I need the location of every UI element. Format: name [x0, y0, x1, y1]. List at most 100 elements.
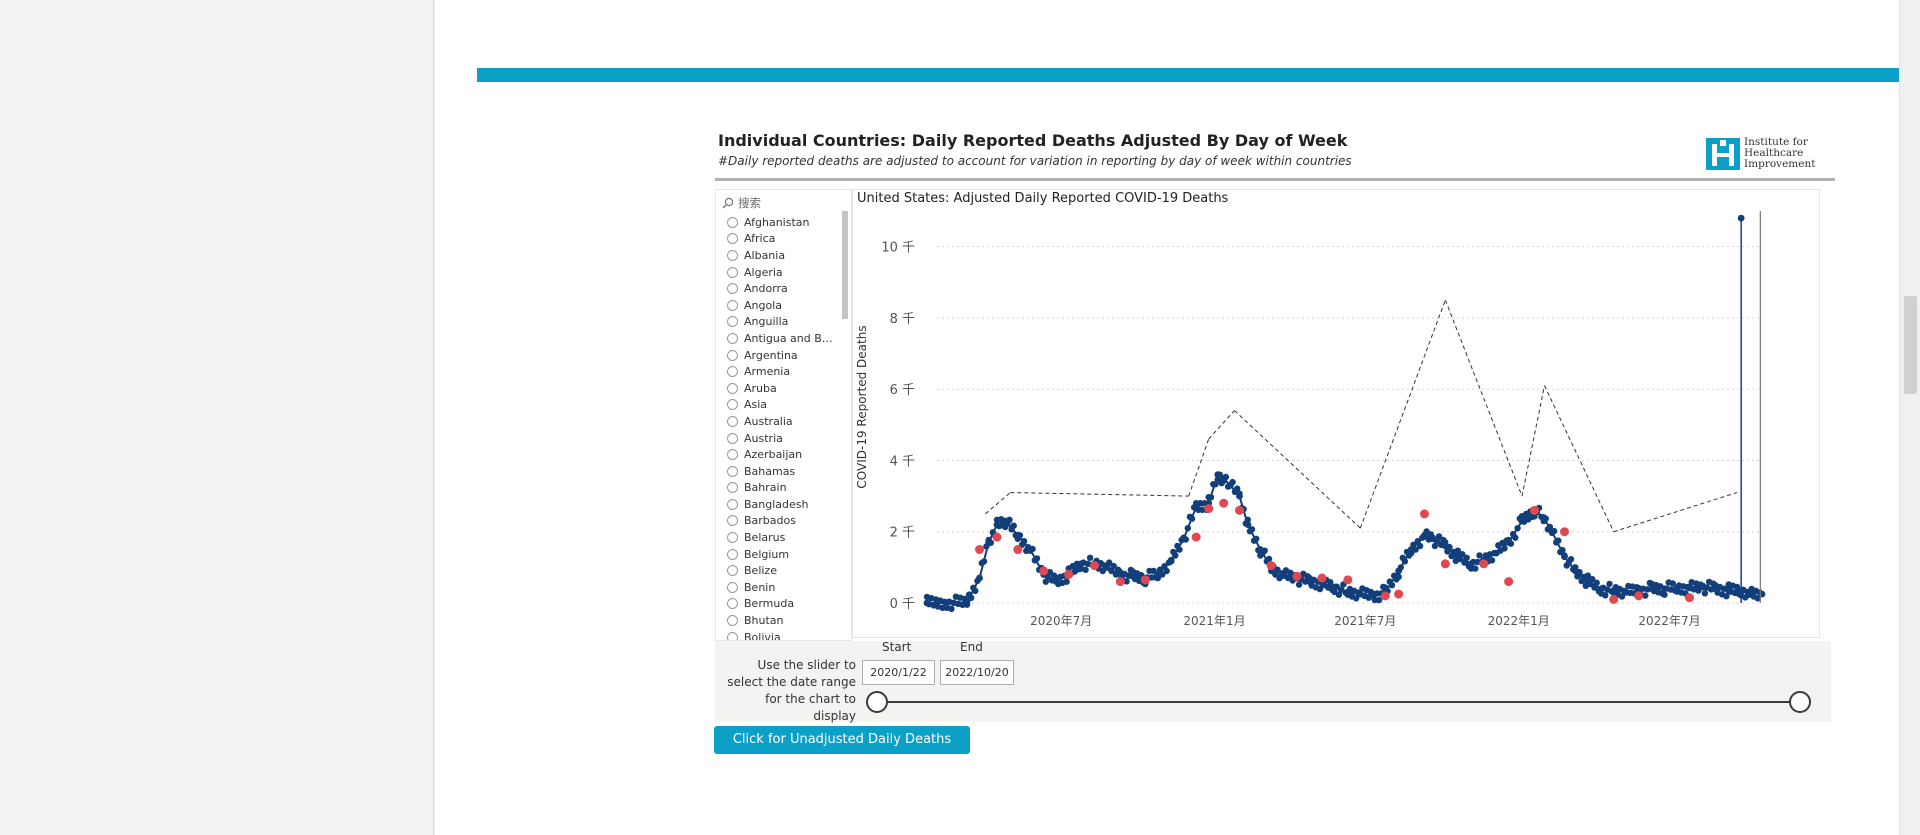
slicer-item-label: Barbados: [744, 514, 796, 528]
slicer-item[interactable]: Argentina: [727, 347, 839, 364]
radio-icon[interactable]: [727, 465, 738, 477]
slicer-item[interactable]: Bolivia: [727, 629, 839, 640]
radio-icon[interactable]: [727, 382, 738, 394]
date-slider-track[interactable]: [876, 701, 1800, 703]
data-point: [1401, 558, 1409, 565]
x-tick-label: 2021年1月: [1183, 614, 1245, 628]
page-scrollbar-thumb[interactable]: [1904, 296, 1917, 394]
slicer-item[interactable]: Antigua and Barb...: [727, 330, 839, 347]
slicer-item[interactable]: Algeria: [727, 264, 839, 281]
slicer-item[interactable]: Belgium: [727, 546, 839, 563]
data-point: [1597, 585, 1605, 593]
data-point: [1661, 585, 1668, 593]
slicer-item[interactable]: Albania: [727, 247, 839, 264]
slicer-item[interactable]: Afghanistan: [727, 214, 839, 231]
radio-icon[interactable]: [727, 631, 738, 640]
highlight-point: [992, 532, 1002, 542]
highlight-point: [1634, 591, 1644, 601]
slicer-item[interactable]: Andorra: [727, 280, 839, 297]
slicer-item[interactable]: Armenia: [727, 363, 839, 380]
data-point: [1123, 578, 1130, 585]
radio-icon[interactable]: [727, 515, 738, 527]
radio-icon[interactable]: [727, 349, 738, 361]
data-point: [1184, 525, 1191, 532]
data-point: [1369, 592, 1377, 600]
radio-icon[interactable]: [727, 532, 738, 544]
data-point: [1335, 591, 1343, 598]
data-point: [1103, 563, 1111, 571]
data-point: [1180, 535, 1188, 543]
data-point: [1669, 580, 1676, 587]
data-point: [948, 605, 955, 612]
radio-icon[interactable]: [727, 498, 738, 510]
radio-icon[interactable]: [727, 415, 738, 427]
slicer-item[interactable]: Anguilla: [727, 314, 839, 331]
data-point: [1026, 546, 1034, 553]
slicer-item[interactable]: Azerbaijan: [727, 446, 839, 463]
data-point: [1476, 552, 1483, 559]
radio-icon[interactable]: [727, 233, 738, 245]
slider-help-text: Use the slider to select the date range …: [727, 658, 856, 723]
radio-icon[interactable]: [727, 432, 738, 444]
data-point: [1584, 572, 1591, 579]
data-point: [1033, 555, 1041, 562]
highlight-point: [1140, 575, 1150, 585]
slicer-item[interactable]: Bahrain: [727, 480, 839, 497]
slicer-item[interactable]: Bahamas: [727, 463, 839, 480]
ihi-logo-mark-icon: [1706, 138, 1740, 170]
slicer-item[interactable]: Belize: [727, 562, 839, 579]
country-slicer[interactable]: 搜索 Afghanistan Africa Albania Algeria Andorr…: [715, 189, 852, 641]
slicer-item[interactable]: Africa: [727, 231, 839, 248]
radio-icon[interactable]: [727, 266, 738, 278]
slicer-item[interactable]: Angola: [727, 297, 839, 314]
slicer-item[interactable]: Bhutan: [727, 612, 839, 629]
data-point: [1618, 593, 1626, 600]
slider-handle-start[interactable]: [866, 691, 888, 713]
radio-icon[interactable]: [727, 482, 738, 494]
data-point: [1172, 552, 1179, 559]
slicer-item[interactable]: Aruba: [727, 380, 839, 397]
slicer-item[interactable]: Benin: [727, 579, 839, 596]
radio-icon[interactable]: [727, 399, 738, 411]
radio-icon[interactable]: [727, 548, 738, 560]
unadjusted-deaths-button[interactable]: Click for Unadjusted Daily Deaths: [714, 726, 970, 754]
data-point: [1353, 595, 1360, 602]
slicer-item-label: Australia: [744, 414, 793, 428]
slicer-item[interactable]: Asia: [727, 397, 839, 414]
radio-icon[interactable]: [727, 615, 738, 627]
slicer-search[interactable]: 搜索: [722, 194, 840, 211]
slicer-search-input[interactable]: 搜索: [738, 195, 761, 210]
radio-icon[interactable]: [727, 316, 738, 328]
data-point: [1046, 568, 1054, 576]
radio-icon[interactable]: [727, 216, 738, 228]
slicer-item[interactable]: Belarus: [727, 529, 839, 546]
slicer-item[interactable]: Australia: [727, 413, 839, 430]
radio-icon[interactable]: [727, 366, 738, 378]
slicer-item[interactable]: Austria: [727, 430, 839, 447]
slicer-item[interactable]: Barbados: [727, 513, 839, 530]
radio-icon[interactable]: [727, 249, 738, 261]
data-point: [1082, 566, 1089, 573]
start-date-input[interactable]: 2020/1/22: [862, 660, 935, 685]
radio-icon[interactable]: [727, 565, 738, 577]
slicer-item[interactable]: Bermuda: [727, 596, 839, 613]
page-scrollbar[interactable]: [1899, 0, 1920, 835]
highlight-point: [1685, 593, 1694, 603]
slicer-item-label: Benin: [744, 580, 776, 594]
radio-icon[interactable]: [727, 283, 738, 295]
slicer-item-label: Austria: [744, 431, 783, 445]
radio-icon[interactable]: [727, 332, 738, 344]
x-tick-label: 2020年7月: [1030, 614, 1092, 628]
radio-icon[interactable]: [727, 598, 738, 610]
slicer-scrollbar[interactable]: [842, 211, 848, 319]
radio-icon[interactable]: [727, 449, 738, 461]
radio-icon[interactable]: [727, 299, 738, 311]
end-date-input[interactable]: 2022/10/20: [940, 660, 1014, 685]
title-divider: [715, 178, 1835, 181]
upper-band-segment: [1521, 385, 1545, 497]
data-point: [1591, 584, 1598, 591]
slicer-item[interactable]: Bangladesh: [727, 496, 839, 513]
radio-icon[interactable]: [727, 581, 738, 593]
slider-handle-end[interactable]: [1789, 691, 1811, 713]
data-point: [939, 604, 946, 611]
